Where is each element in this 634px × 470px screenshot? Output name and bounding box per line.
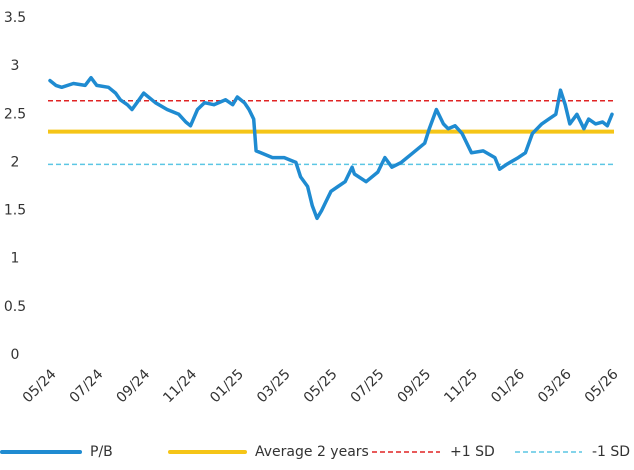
x-tick-label: 01/26 [488,366,528,406]
x-tick-label: 07/25 [348,366,388,406]
series-line [48,75,614,221]
y-tick-label: 1.5 [4,203,26,219]
legend-label: -1 SD [592,444,630,460]
legend-label: +1 SD [450,444,495,460]
x-tick-label: 05/26 [582,366,622,406]
y-tick-label: 1 [11,251,20,267]
x-tick-label: 03/26 [535,366,575,406]
y-tick-label: 3 [11,58,20,74]
legend-label: P/B [90,444,113,460]
legend-label: Average 2 years [255,444,369,460]
x-tick-label: 11/24 [160,366,200,406]
x-tick-label: 07/24 [67,366,107,406]
x-tick-label: 01/25 [207,366,247,406]
x-tick-label: 05/24 [20,366,60,406]
x-tick-label: 05/25 [301,366,341,406]
x-tick-label: 09/24 [113,366,153,406]
x-tick-label: 03/25 [254,366,294,406]
y-tick-label: 0.5 [4,299,26,315]
y-tick-label: 2.5 [4,106,26,122]
x-tick-label: 11/25 [441,366,481,406]
y-tick-label: 2 [11,154,20,170]
x-tick-label: 09/25 [394,366,434,406]
y-tick-label: 3.5 [4,10,26,26]
y-tick-label: 0 [11,347,20,363]
